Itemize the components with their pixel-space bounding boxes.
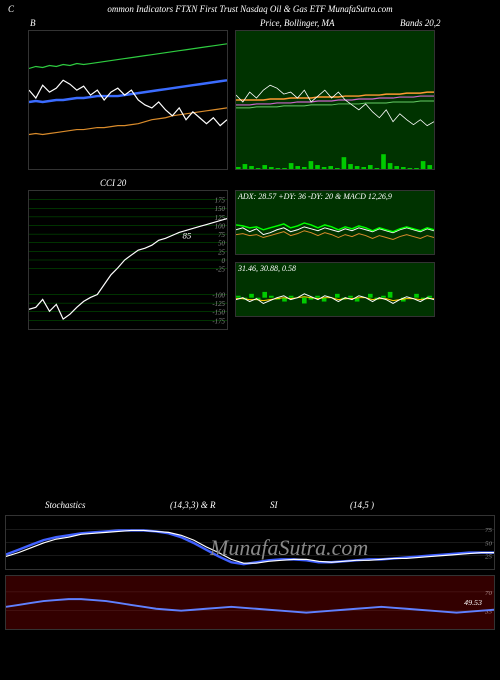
svg-text:85: 85 [182, 230, 191, 240]
svg-text:25: 25 [485, 554, 493, 561]
svg-text:175: 175 [215, 198, 226, 205]
cci-title: CCI 20 [100, 178, 126, 188]
panel-rsi: 703549.53 [5, 575, 495, 630]
svg-text:49.53: 49.53 [464, 598, 482, 607]
stoch-title-mid: (14,3,3) & R [170, 500, 216, 510]
svg-text:-150: -150 [212, 310, 225, 317]
adx-title: ADX: 28.57 +DY: 36 -DY: 20 & MACD 12,26,… [238, 192, 392, 201]
header-main: ommon Indicators FTXN First Trust Nasdaq… [107, 4, 392, 14]
stoch-title-right: (14,5 ) [350, 500, 374, 510]
macd-title: 31.46, 30.88, 0.58 [238, 264, 296, 273]
panel-bbands [28, 30, 228, 170]
svg-text:0: 0 [222, 258, 226, 265]
svg-text:75: 75 [485, 527, 493, 534]
panel-stoch: 75 50 25 [5, 515, 495, 570]
stoch-title-si: SI [270, 500, 278, 510]
svg-text:-25: -25 [216, 267, 226, 274]
svg-text:100: 100 [215, 223, 226, 230]
stoch-title-left: Stochastics [45, 500, 86, 510]
svg-text:150: 150 [215, 206, 226, 213]
panel-cci: 1751501251007550250-25-100-125-150-17585 [28, 190, 228, 330]
bbands-title-left: B [30, 18, 36, 28]
svg-text:-100: -100 [212, 292, 225, 299]
svg-text:-125: -125 [212, 301, 225, 308]
svg-text:-175: -175 [212, 318, 225, 325]
bbands-title-right: Bands 20,2 [400, 18, 441, 28]
svg-text:75: 75 [218, 232, 225, 239]
svg-text:25: 25 [218, 249, 225, 256]
header-left: C [8, 4, 14, 14]
svg-text:50: 50 [485, 540, 493, 547]
panel-price-ma [235, 30, 435, 170]
pricema-title: Price, Bollinger, MA [260, 18, 334, 28]
svg-text:50: 50 [218, 241, 225, 248]
svg-text:70: 70 [485, 590, 493, 597]
